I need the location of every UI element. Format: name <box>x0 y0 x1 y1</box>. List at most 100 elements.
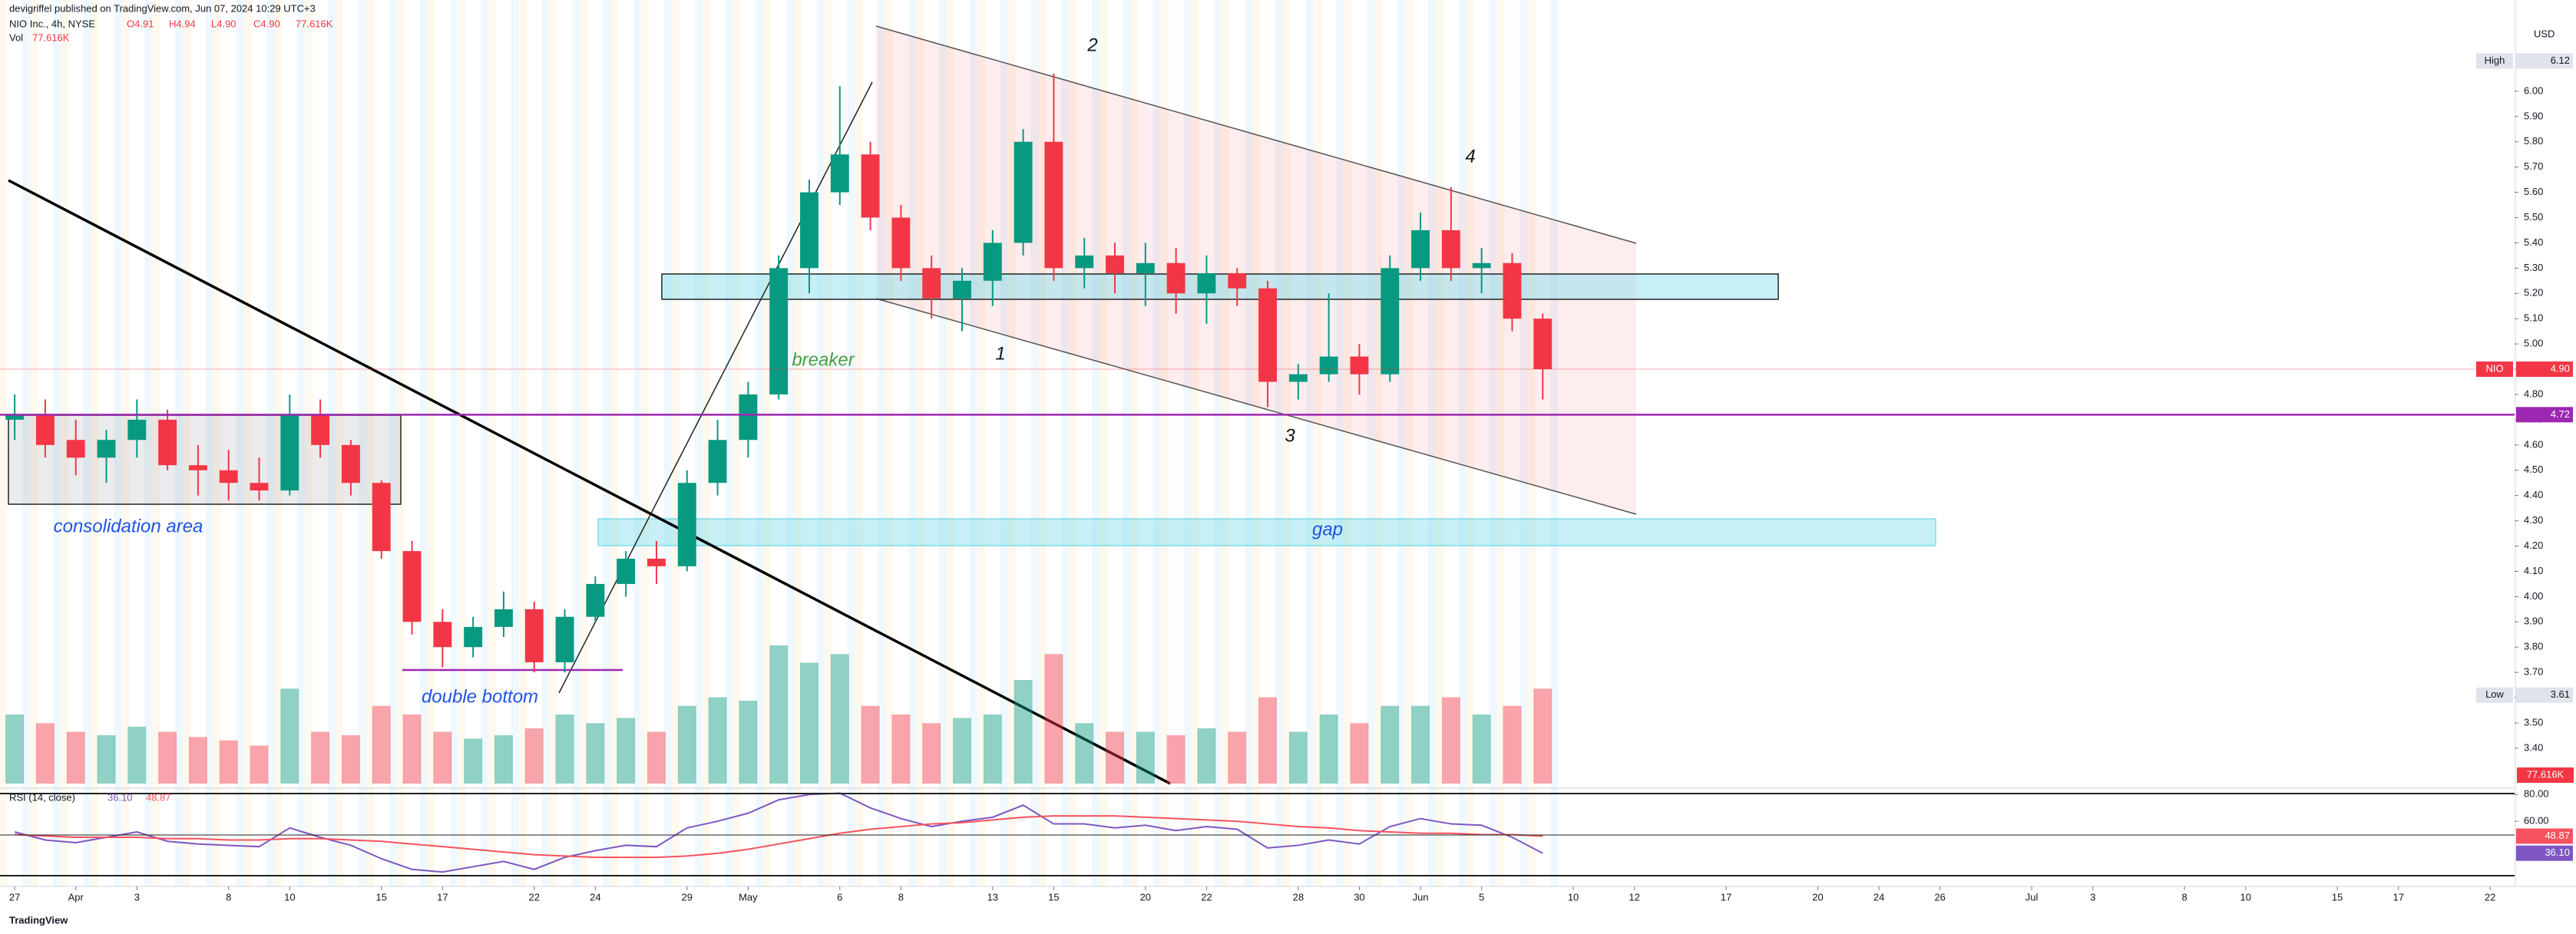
price-tag-label: 3.61 <box>2551 688 2570 700</box>
x-tick-label: 8 <box>2182 891 2187 903</box>
wave-label: 3 <box>1285 425 1295 446</box>
candle-body <box>1166 262 1185 294</box>
consolidation-label: consolidation area <box>54 516 203 536</box>
candle-body <box>219 470 238 484</box>
session-stripe <box>977 0 985 886</box>
price-tag-name-bg <box>2476 53 2513 69</box>
x-tick-label: 24 <box>590 891 600 903</box>
x-tick-label: 5 <box>1479 891 1484 903</box>
x-tick-label: Jun <box>1413 891 1429 903</box>
session-stripe <box>1519 0 1528 886</box>
candle-body <box>586 583 605 617</box>
session-stripe <box>1313 0 1321 886</box>
candle-body <box>891 217 911 269</box>
session-stripe <box>389 0 397 886</box>
session-stripe <box>0 0 8 886</box>
rsi-line <box>15 815 1543 859</box>
session-stripe <box>725 0 733 886</box>
session-stripe <box>1222 0 1230 886</box>
session-stripe <box>855 0 863 886</box>
candle-body <box>1228 272 1247 289</box>
price-tag-label: 4.72 <box>2551 408 2570 420</box>
x-tick-label: 17 <box>1721 891 1731 903</box>
candle-body <box>1503 262 1522 319</box>
x-tick-label: 28 <box>1293 891 1304 903</box>
session-stripe <box>144 0 153 886</box>
volume-bar <box>5 715 25 784</box>
volume-bar <box>1503 705 1522 784</box>
session-stripe <box>427 0 435 886</box>
x-tick-label: 20 <box>1812 891 1823 903</box>
session-stripe <box>549 0 557 886</box>
candle-body <box>311 414 330 445</box>
session-stripe <box>83 0 91 886</box>
candle-body <box>647 558 666 566</box>
candle-body <box>494 609 513 627</box>
x-tick-label: 10 <box>1568 891 1579 903</box>
breaker-box <box>661 273 1779 300</box>
session-stripe <box>358 0 366 886</box>
y-tick-label: 60.00 <box>2524 815 2549 827</box>
candle-body <box>372 483 391 552</box>
candle-body <box>1075 255 1094 269</box>
session-stripe <box>847 0 855 886</box>
session-stripe <box>1245 0 1253 886</box>
session-stripe <box>694 0 703 886</box>
rsi-legend: RSI (14, close) <box>9 791 75 803</box>
x-tick-label: 22 <box>529 891 540 903</box>
session-stripe <box>1458 0 1467 886</box>
x-tick-label: May <box>739 891 758 903</box>
session-stripe <box>1038 0 1047 886</box>
session-stripe <box>266 0 275 886</box>
volume-bar <box>1411 705 1430 784</box>
volume-bar <box>1075 723 1094 784</box>
session-stripe <box>274 0 283 886</box>
ohlc-value: C4.90 <box>253 18 280 29</box>
session-stripe <box>458 0 466 886</box>
session-stripe <box>305 0 313 886</box>
session-stripe <box>702 0 710 886</box>
candle-body <box>861 154 880 218</box>
volume-bar <box>372 705 391 784</box>
session-stripe <box>603 0 611 886</box>
session-stripe <box>816 0 825 886</box>
volume-bar <box>250 745 269 784</box>
rsi-ma-legend-value: 48.87 <box>146 791 171 803</box>
rsi-line <box>14 792 1543 873</box>
volume-bar <box>617 718 636 784</box>
volume-bar <box>1166 735 1185 784</box>
volume-bar <box>708 697 727 784</box>
volume-bar <box>800 662 818 784</box>
x-tick-label: Jul <box>2025 891 2039 903</box>
session-stripe <box>121 0 130 886</box>
y-tick-label: 5.90 <box>2524 110 2543 121</box>
volume-legend: Vol <box>9 31 23 43</box>
volume-bar <box>311 731 330 784</box>
volume-bar <box>1441 697 1460 784</box>
volume-bar <box>1106 731 1124 784</box>
volume-tag-label: 77.616K <box>2527 768 2564 780</box>
volume-bar <box>464 738 483 784</box>
session-stripe <box>488 0 497 886</box>
y-tick-label: 4.50 <box>2524 464 2543 475</box>
session-stripe <box>481 0 489 886</box>
volume-bar <box>1014 680 1033 784</box>
session-stripe <box>1030 0 1039 886</box>
price-tag-label: 4.90 <box>2551 362 2570 374</box>
ohlc-value: L4.90 <box>211 18 236 29</box>
x-tick-label: 15 <box>1048 891 1059 903</box>
candle-body <box>739 394 758 441</box>
x-tick-label: 20 <box>1140 891 1151 903</box>
x-tick-label: 26 <box>1934 891 1945 903</box>
y-tick-label: 5.50 <box>2524 211 2543 223</box>
x-tick-label: 17 <box>2393 891 2404 903</box>
session-stripe <box>580 0 588 886</box>
session-stripe <box>1252 0 1261 886</box>
x-tick-label: Apr <box>68 891 84 903</box>
volume-bar <box>586 723 605 784</box>
session-stripe <box>450 0 458 886</box>
y-tick-label: 5.40 <box>2524 236 2543 248</box>
x-tick-label: 3 <box>134 891 140 903</box>
volume-bar <box>280 688 299 784</box>
session-stripe <box>1489 0 1497 886</box>
